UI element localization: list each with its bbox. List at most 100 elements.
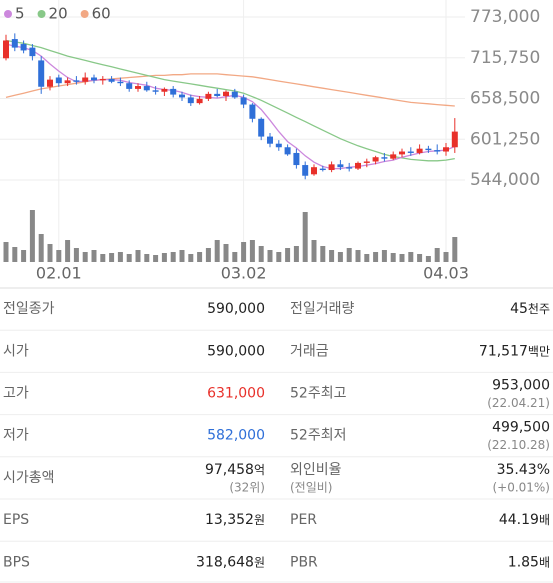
volume-bar [241,242,247,262]
volume-bar [65,240,71,262]
candle-body [47,79,53,87]
cell-label: 전일거래량 [290,301,355,317]
candle-body [29,47,36,57]
value-unit: 천주 [528,301,550,316]
y-tick-label: 715,750 [470,48,540,68]
volume-bar [249,240,255,262]
candle-body [143,86,150,91]
cell-sub: (+0.01%) [492,480,550,494]
value-text: 1.85 [508,554,539,570]
legend-swatch [37,10,46,18]
candle-body [293,152,300,166]
candle-body [135,86,141,89]
cell-value: 499,500 [492,420,550,436]
value-text: 582,000 [207,428,265,444]
volume-bar [170,252,176,262]
cell-sub: (22.10.28) [487,438,550,452]
y-tick-label: 601,250 [470,129,540,149]
volume-bar [91,250,97,262]
candle-body [434,150,441,152]
candle-body [91,77,97,81]
volume-bar [223,244,229,262]
candle-body [249,104,256,119]
y-tick-label: 773,000 [470,7,540,27]
legend-label: 60 [92,5,111,23]
value-text: 44.19 [499,512,539,528]
candle-body [205,93,212,99]
volume-bar [311,240,317,262]
volume-bar [73,248,79,262]
candle-body [38,60,45,87]
candle-body [451,131,458,148]
candle-body [284,147,291,155]
volume-bar [364,254,370,262]
candle-body [381,157,388,159]
cell-label: EPS [3,512,29,528]
volume-bar [188,254,194,262]
ma-line [5,43,456,170]
candle-body [231,91,238,98]
cell-label-sub: (전일비) [290,480,332,494]
candle-body [126,83,133,89]
volume-bar [109,253,115,262]
volume-bar [197,252,203,262]
candle-body [196,98,203,104]
candle-body [64,80,71,84]
volume-bar [47,244,53,262]
y-tick-label: 544,000 [470,170,540,190]
y-tick-label: 658,500 [470,89,540,109]
x-tick-label: 04.03 [423,264,469,283]
cell-sub: (22.04.21) [487,396,550,410]
candle-body [20,44,27,51]
candle-body [117,81,124,84]
volume-bar [417,254,423,262]
cell-value: 97,458억 [205,462,265,478]
volume-bar [179,250,185,262]
value-text: 45 [510,301,528,317]
cell-label: PBR [290,554,318,570]
cell-label: 저가 [3,428,29,444]
volume-bar [153,255,159,262]
legend-swatch [80,10,89,18]
cell-label: 시가총액 [3,470,55,486]
volume-bar [337,252,343,262]
volume-bar [205,248,211,262]
volume-bar [373,252,379,262]
cell-label: 고가 [3,386,29,402]
legend-swatch [4,10,12,18]
cell-value: 71,517백만 [479,343,550,359]
value-text: 631,000 [207,386,265,402]
candle-body [443,147,449,152]
candle-body [363,161,370,163]
ma-line [5,73,455,107]
cell-label: PER [290,512,317,528]
candle-body [55,77,62,84]
value-text: 590,000 [207,343,265,359]
candle-body [258,118,265,137]
cell-value: 590,000 [207,343,265,359]
volume-bar [285,248,291,262]
volume-bar [38,234,44,262]
volume-bar [258,246,264,262]
candle-body [337,164,344,168]
volume-bar [452,237,458,262]
cell-value: 582,000 [207,428,265,444]
candle-body [319,168,326,171]
volume-bar [425,256,431,262]
candle-body [99,78,106,81]
candle-body [407,151,414,153]
value-unit: 배 [539,513,550,527]
volume-bar [117,252,123,262]
volume-bar [329,250,335,262]
value-text: 318,648 [196,554,254,570]
candle-body [187,97,194,104]
ma-line [5,39,455,162]
cell-value: 590,000 [207,301,265,317]
value-text: 35.43% [497,462,550,478]
candle-body [170,88,177,95]
volume-bar [399,254,405,262]
volume-bar [293,246,299,262]
candle-body [399,151,405,155]
volume-bar [276,252,282,262]
volume-bar [144,254,150,262]
